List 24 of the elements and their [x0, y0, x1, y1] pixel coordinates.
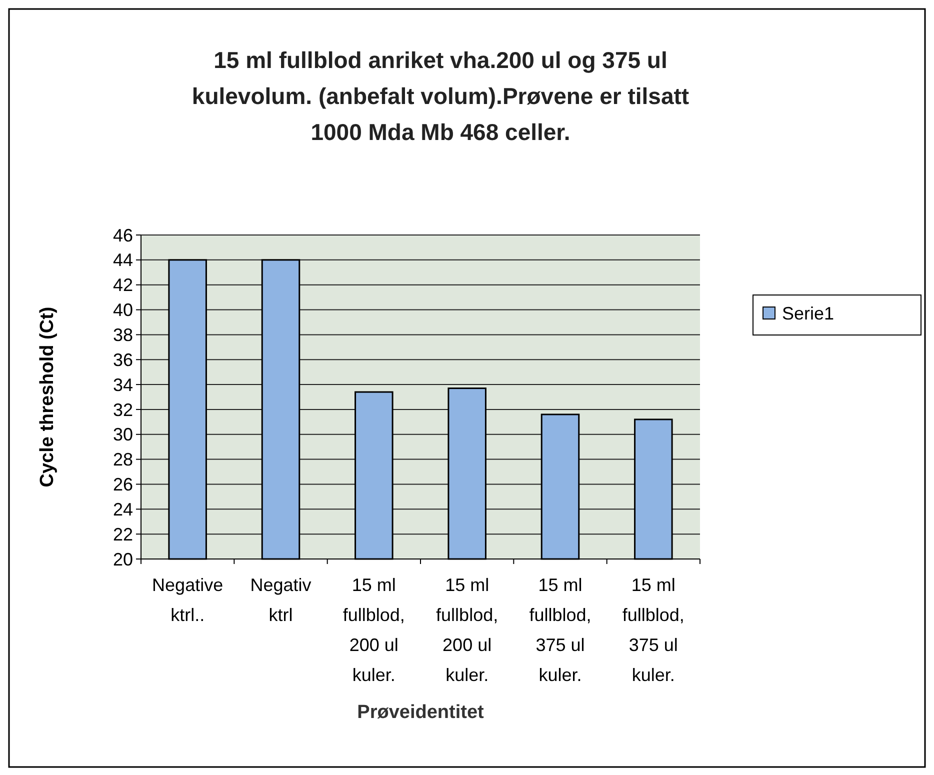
x-axis-title: Prøveidentitet — [357, 702, 485, 723]
y-tick-label: 32 — [112, 400, 133, 420]
y-tick-label: 38 — [112, 324, 133, 345]
x-tick-label: 15 ml fullblod, 200 ul kuler. — [342, 575, 405, 685]
legend-label: Serie1 — [782, 303, 834, 324]
x-tick-label: 15 ml fullblod, 200 ul kuler. — [436, 575, 498, 685]
y-tick-label: 28 — [112, 450, 133, 470]
x-tick-label: Negative ktrl.. — [152, 575, 224, 625]
y-tick-label: 40 — [112, 300, 133, 320]
y-tick-label: 30 — [112, 424, 133, 445]
y-tick-label: 36 — [112, 350, 133, 370]
y-tick-label: 26 — [112, 474, 133, 495]
x-tick-label: 15 ml fullblod, 375 ul kuler. — [529, 575, 592, 685]
x-tick-label: 15 ml fullblod, 375 ul kuler. — [622, 575, 684, 685]
y-tick-label: 44 — [112, 250, 133, 270]
y-tick-label: 20 — [112, 549, 133, 570]
y-tick-label: 34 — [112, 374, 133, 395]
y-tick-label: 42 — [112, 275, 133, 296]
x-tick-label: Negativ ktrl — [250, 575, 312, 625]
y-tick-label: 24 — [112, 499, 133, 520]
chart-title: 15 ml fullblod anriket vha.200 ul og 375 ul kulevolum. (anbefalt volum).Prøvene er tilsatt 1000 Mda Mb 468 celler. — [192, 47, 690, 145]
y-axis-title: Cycle threshold (Ct) — [37, 306, 58, 488]
y-tick-label: 46 — [112, 225, 133, 246]
y-tick-label: 22 — [112, 524, 133, 544]
